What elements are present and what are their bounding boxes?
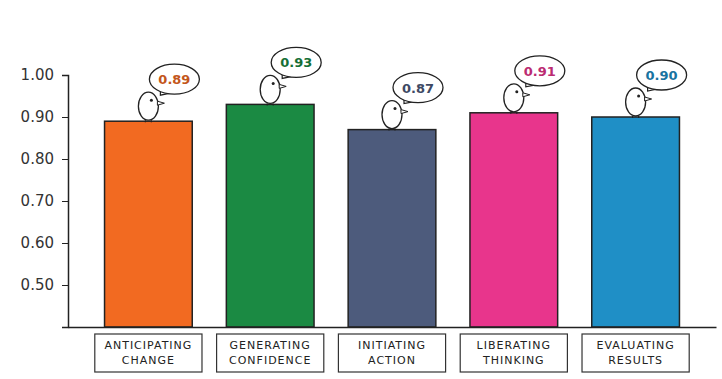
y-tick-label: 0.60 xyxy=(21,234,54,252)
bird-legs xyxy=(389,129,395,131)
bird-eye xyxy=(394,107,397,110)
x-tick-label: GENERATING CONFIDENCE xyxy=(229,339,311,367)
bird-beak xyxy=(157,101,164,105)
y-tick: 0.60 xyxy=(21,234,68,252)
x-tick: INITIATING ACTION xyxy=(338,334,445,372)
chart: 0.50 0.60 0.70 0.80 0.90 1.00 ANTICIPATING CHAN… xyxy=(0,0,722,379)
bird-body xyxy=(138,92,158,120)
label-box xyxy=(338,334,445,372)
data-label: 0.87 xyxy=(402,81,434,96)
x-tick: EVALUATING RESULTS xyxy=(582,334,689,372)
bars xyxy=(105,104,680,327)
bird-eye xyxy=(515,90,518,93)
x-tick-label: EVALUATING RESULTS xyxy=(596,339,674,367)
x-tick-label: INITIATING ACTION xyxy=(358,339,426,367)
x-tick-label: ANTICIPATING CHANGE xyxy=(104,339,192,367)
x-tick: GENERATING CONFIDENCE xyxy=(217,334,324,372)
y-tick-mark xyxy=(62,243,68,244)
speech-bubble: 0.89 xyxy=(149,64,199,95)
bird xyxy=(504,84,530,114)
y-tick-label: 0.50 xyxy=(21,276,54,294)
bubble xyxy=(515,56,565,86)
data-label: 0.90 xyxy=(646,68,678,83)
bird-body xyxy=(504,84,524,112)
speech-bubble: 0.87 xyxy=(393,73,443,104)
bird-beak xyxy=(523,93,530,97)
y-tick-mark xyxy=(62,75,68,76)
x-axis-line xyxy=(69,327,717,329)
y-tick-label: 0.80 xyxy=(21,150,54,168)
bird-beak xyxy=(401,110,408,114)
x-tick-label-line: GENERATING xyxy=(230,339,311,352)
y-tick: 0.50 xyxy=(21,276,68,294)
bird-legs xyxy=(267,103,273,105)
y-tick-mark xyxy=(62,117,68,118)
x-tick-label-line: EVALUATING xyxy=(596,339,674,352)
x-tick-label-line: ACTION xyxy=(368,354,416,367)
y-tick-label: 0.70 xyxy=(21,192,54,210)
x-tick: LIBERATING THINKING xyxy=(460,334,567,372)
y-axis: 0.50 0.60 0.70 0.80 0.90 1.00 xyxy=(21,66,69,327)
label-box xyxy=(95,334,202,372)
bar xyxy=(226,104,314,327)
x-tick-label-line: ANTICIPATING xyxy=(104,339,192,352)
speech-bubble: 0.93 xyxy=(271,47,321,78)
y-axis-line xyxy=(62,76,69,328)
bubble xyxy=(149,64,199,94)
y-tick-mark xyxy=(62,159,68,160)
bubble xyxy=(637,60,687,90)
bird-eye xyxy=(272,82,275,85)
bubble xyxy=(393,73,443,103)
bird-beak xyxy=(645,97,652,101)
bird xyxy=(260,75,286,105)
bird-beak xyxy=(279,84,286,88)
bar xyxy=(470,113,558,327)
bird xyxy=(382,101,408,131)
x-tick-label: LIBERATING THINKING xyxy=(477,339,551,367)
speech-bubble: 0.91 xyxy=(515,56,565,87)
x-tick: ANTICIPATING CHANGE xyxy=(95,334,202,372)
x-tick-label-line: RESULTS xyxy=(608,354,663,367)
x-tick-label-line: INITIATING xyxy=(358,339,426,352)
y-tick: 0.70 xyxy=(21,192,68,210)
bar xyxy=(592,117,680,327)
x-axis: ANTICIPATING CHANGE GENERATING CONFIDENCE IN… xyxy=(69,328,717,373)
bird-body xyxy=(260,75,280,103)
x-tick-label-line: CHANGE xyxy=(122,354,175,367)
data-labels: 0.89 0.93 0.87 0.91 0.90 xyxy=(149,47,686,103)
data-label: 0.93 xyxy=(280,55,312,70)
bird-legs xyxy=(145,120,151,122)
label-box xyxy=(460,334,567,372)
x-tick-label-line: THINKING xyxy=(482,354,545,367)
bird xyxy=(626,88,652,118)
data-label: 0.89 xyxy=(158,72,190,87)
x-tick-label-line: CONFIDENCE xyxy=(229,354,311,367)
bird-legs xyxy=(511,112,517,114)
y-tick-label: 0.90 xyxy=(21,108,54,126)
x-tick-label-line: LIBERATING xyxy=(477,339,551,352)
label-box xyxy=(582,334,689,372)
label-box xyxy=(217,334,324,372)
bird-eye xyxy=(150,99,153,102)
y-tick: 0.90 xyxy=(21,108,68,126)
speech-bubble: 0.90 xyxy=(637,60,687,91)
bar xyxy=(348,130,436,327)
bird xyxy=(138,92,164,122)
y-tick-label: 1.00 xyxy=(21,66,54,84)
y-tick-mark xyxy=(62,201,68,202)
bird-body xyxy=(382,101,402,129)
data-label: 0.91 xyxy=(524,64,556,79)
y-tick: 0.80 xyxy=(21,150,68,168)
bird-body xyxy=(626,88,646,116)
y-tick-mark xyxy=(62,285,68,286)
y-tick: 1.00 xyxy=(21,66,68,84)
bird-legs xyxy=(633,116,639,118)
bar xyxy=(105,121,193,327)
bird-eye xyxy=(637,95,640,98)
bubble xyxy=(271,47,321,77)
